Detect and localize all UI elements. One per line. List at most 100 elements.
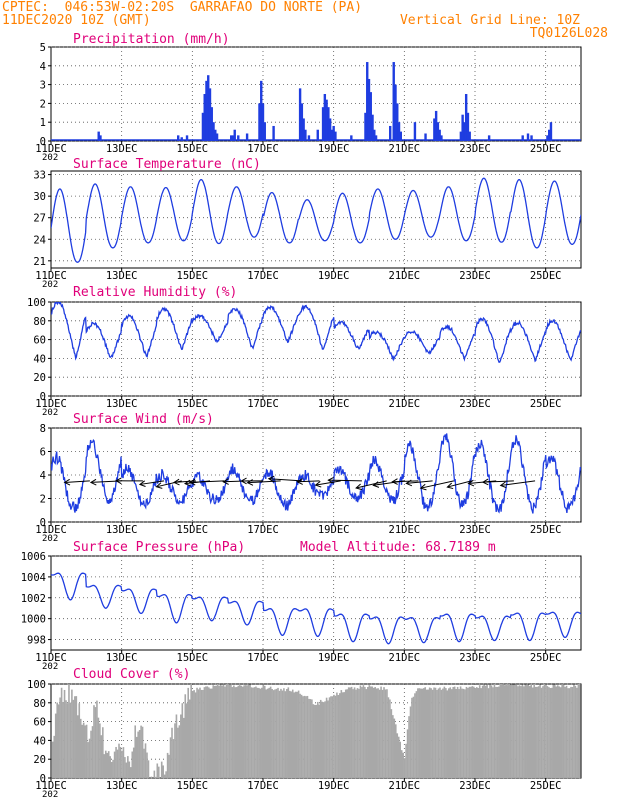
cloud-bar bbox=[51, 741, 54, 778]
pres-ytick-label: 1000 bbox=[21, 614, 46, 626]
cloud-bar bbox=[118, 743, 120, 778]
precip-bar bbox=[366, 62, 369, 141]
cloud-bar bbox=[347, 687, 350, 778]
cloud-bar bbox=[571, 686, 574, 778]
wind-arrow-head bbox=[63, 478, 71, 486]
wind-year-label: 202 bbox=[42, 534, 58, 544]
wind-arrow-head bbox=[419, 483, 427, 491]
precip-bar bbox=[316, 129, 319, 141]
cloud-bar bbox=[509, 684, 512, 778]
precip-bar bbox=[392, 62, 395, 141]
cloud-bar bbox=[162, 765, 164, 778]
cloud-bar bbox=[489, 684, 491, 778]
pres-xtick-label: 13DEC bbox=[106, 652, 138, 664]
precip-xtick-label: 21DEC bbox=[389, 143, 421, 155]
cloud-bar bbox=[386, 689, 388, 778]
wind-arrow bbox=[64, 480, 90, 483]
cloud-bar bbox=[422, 688, 425, 778]
cloud-bar bbox=[442, 688, 444, 778]
cloud-bar bbox=[430, 688, 432, 778]
precip-bar bbox=[373, 129, 376, 141]
cloud-bar bbox=[552, 684, 555, 778]
cloud-bar bbox=[498, 686, 500, 778]
cloud-bar bbox=[340, 690, 343, 778]
wind-arrow bbox=[315, 480, 341, 486]
wind-arrow-head bbox=[481, 478, 489, 486]
cloud-bar bbox=[258, 687, 260, 778]
cloud-bar bbox=[128, 761, 131, 778]
cloud-bar bbox=[271, 688, 273, 778]
wind-arrow-head bbox=[173, 478, 180, 486]
precip-bar bbox=[438, 129, 441, 141]
cloud-bar bbox=[296, 691, 298, 778]
cloud-bar bbox=[412, 696, 415, 778]
pres-xtick-label: 23DEC bbox=[459, 652, 491, 664]
wind-arrow-head bbox=[155, 482, 163, 489]
cloud-bar bbox=[473, 686, 475, 778]
precip-bar bbox=[461, 114, 464, 141]
precip-bar bbox=[304, 129, 307, 141]
cloud-ytick-label: 60 bbox=[33, 717, 46, 729]
temp-ytick-label: 30 bbox=[33, 191, 46, 203]
cloud-bar bbox=[462, 688, 465, 778]
precip-bar bbox=[459, 131, 463, 141]
rh-ytick-label: 0 bbox=[40, 391, 46, 403]
cloud-bar bbox=[309, 699, 312, 778]
cloud-bar bbox=[328, 697, 331, 778]
cloud-bar bbox=[230, 684, 232, 778]
precip-bar bbox=[205, 80, 208, 141]
cloud-bar bbox=[524, 684, 527, 778]
cloud-bar bbox=[287, 687, 290, 778]
cloud-bar bbox=[74, 696, 76, 778]
precip-ytick-label: 1 bbox=[40, 117, 46, 129]
precip-bar bbox=[389, 125, 392, 141]
wind-arrow-head bbox=[138, 480, 146, 487]
cloud-bar bbox=[244, 685, 247, 778]
cloud-bar bbox=[486, 684, 488, 778]
cloud-bar bbox=[316, 701, 319, 778]
precip-ytick-label: 0 bbox=[40, 136, 46, 148]
cloud-xtick-label: 13DEC bbox=[106, 780, 138, 792]
cloud-bar bbox=[274, 689, 276, 778]
cloud-bar bbox=[545, 684, 547, 778]
wind-arrow bbox=[406, 480, 433, 484]
cloud-bar bbox=[203, 687, 206, 778]
cloud-bar bbox=[97, 717, 100, 778]
rh-ytick-label: 20 bbox=[33, 372, 46, 384]
rh-ytick-label: 40 bbox=[33, 353, 46, 365]
cloud-bar bbox=[69, 702, 72, 778]
rh-ytick-label: 80 bbox=[33, 316, 46, 328]
temp-panel bbox=[48, 170, 582, 271]
precip-bar bbox=[546, 135, 549, 141]
precip-bar bbox=[350, 135, 353, 141]
cloud-bar bbox=[356, 688, 359, 778]
cloud-bar bbox=[119, 746, 122, 778]
cloud-bar bbox=[283, 688, 285, 778]
cloud-bar bbox=[549, 687, 552, 778]
cloud-bar bbox=[157, 766, 160, 778]
cloud-bar bbox=[110, 762, 113, 778]
wind-arrow-head bbox=[89, 478, 97, 486]
cloud-bar bbox=[527, 684, 530, 778]
cloud-bar bbox=[523, 686, 525, 778]
cloud-bar bbox=[372, 687, 375, 778]
cloud-bar bbox=[341, 692, 344, 778]
cloud-bar bbox=[526, 685, 528, 778]
cloud-bar bbox=[378, 689, 381, 778]
cloud-bar bbox=[561, 684, 563, 778]
wind-xtick-label: 25DEC bbox=[530, 524, 562, 536]
cloud-bar bbox=[221, 685, 223, 778]
cloud-bar bbox=[281, 690, 284, 778]
temp-series-line bbox=[51, 177, 581, 263]
precip-bar bbox=[396, 103, 399, 141]
cloud-bar bbox=[325, 697, 328, 778]
rh-xtick-label: 25DEC bbox=[530, 398, 562, 410]
cloud-bar bbox=[71, 689, 73, 778]
precip-bar bbox=[521, 135, 524, 141]
cloud-bar bbox=[237, 685, 240, 778]
cloud-bar bbox=[308, 698, 310, 778]
cloud-bar bbox=[215, 685, 217, 778]
precip-bar bbox=[463, 122, 466, 141]
cloud-bar bbox=[134, 725, 137, 778]
wind-arrow bbox=[247, 480, 281, 484]
